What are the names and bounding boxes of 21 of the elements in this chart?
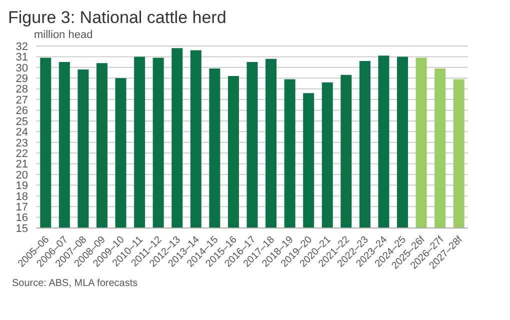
y-tick-label: 30 — [16, 62, 28, 74]
y-tick-label: 32 — [16, 40, 28, 53]
y-tick-label: 18 — [16, 190, 28, 203]
y-tick-label: 24 — [16, 126, 28, 139]
chart-title: Figure 3: National cattle herd — [8, 8, 228, 28]
y-axis-title: million head — [34, 28, 94, 42]
y-tick-label: 22 — [16, 148, 28, 160]
y-tick-label: 27 — [16, 94, 28, 106]
y-tick-label: 21 — [16, 158, 28, 171]
y-tick-label: 29 — [16, 73, 28, 86]
y-tick-label: 20 — [16, 169, 28, 182]
y-tick-label: 28 — [16, 84, 28, 96]
source-note: Source: ABS, MLA forecasts — [12, 278, 139, 289]
y-tick-label: 17 — [16, 201, 28, 214]
y-tick-label: 31 — [16, 52, 28, 64]
y-tick-label: 25 — [16, 116, 28, 128]
y-tick-label: 19 — [16, 180, 28, 192]
y-tick-label: 23 — [16, 137, 28, 150]
y-tick-label: 26 — [16, 105, 28, 118]
y-tick-label: 15 — [16, 222, 28, 235]
y-tick-label: 16 — [16, 212, 28, 224]
